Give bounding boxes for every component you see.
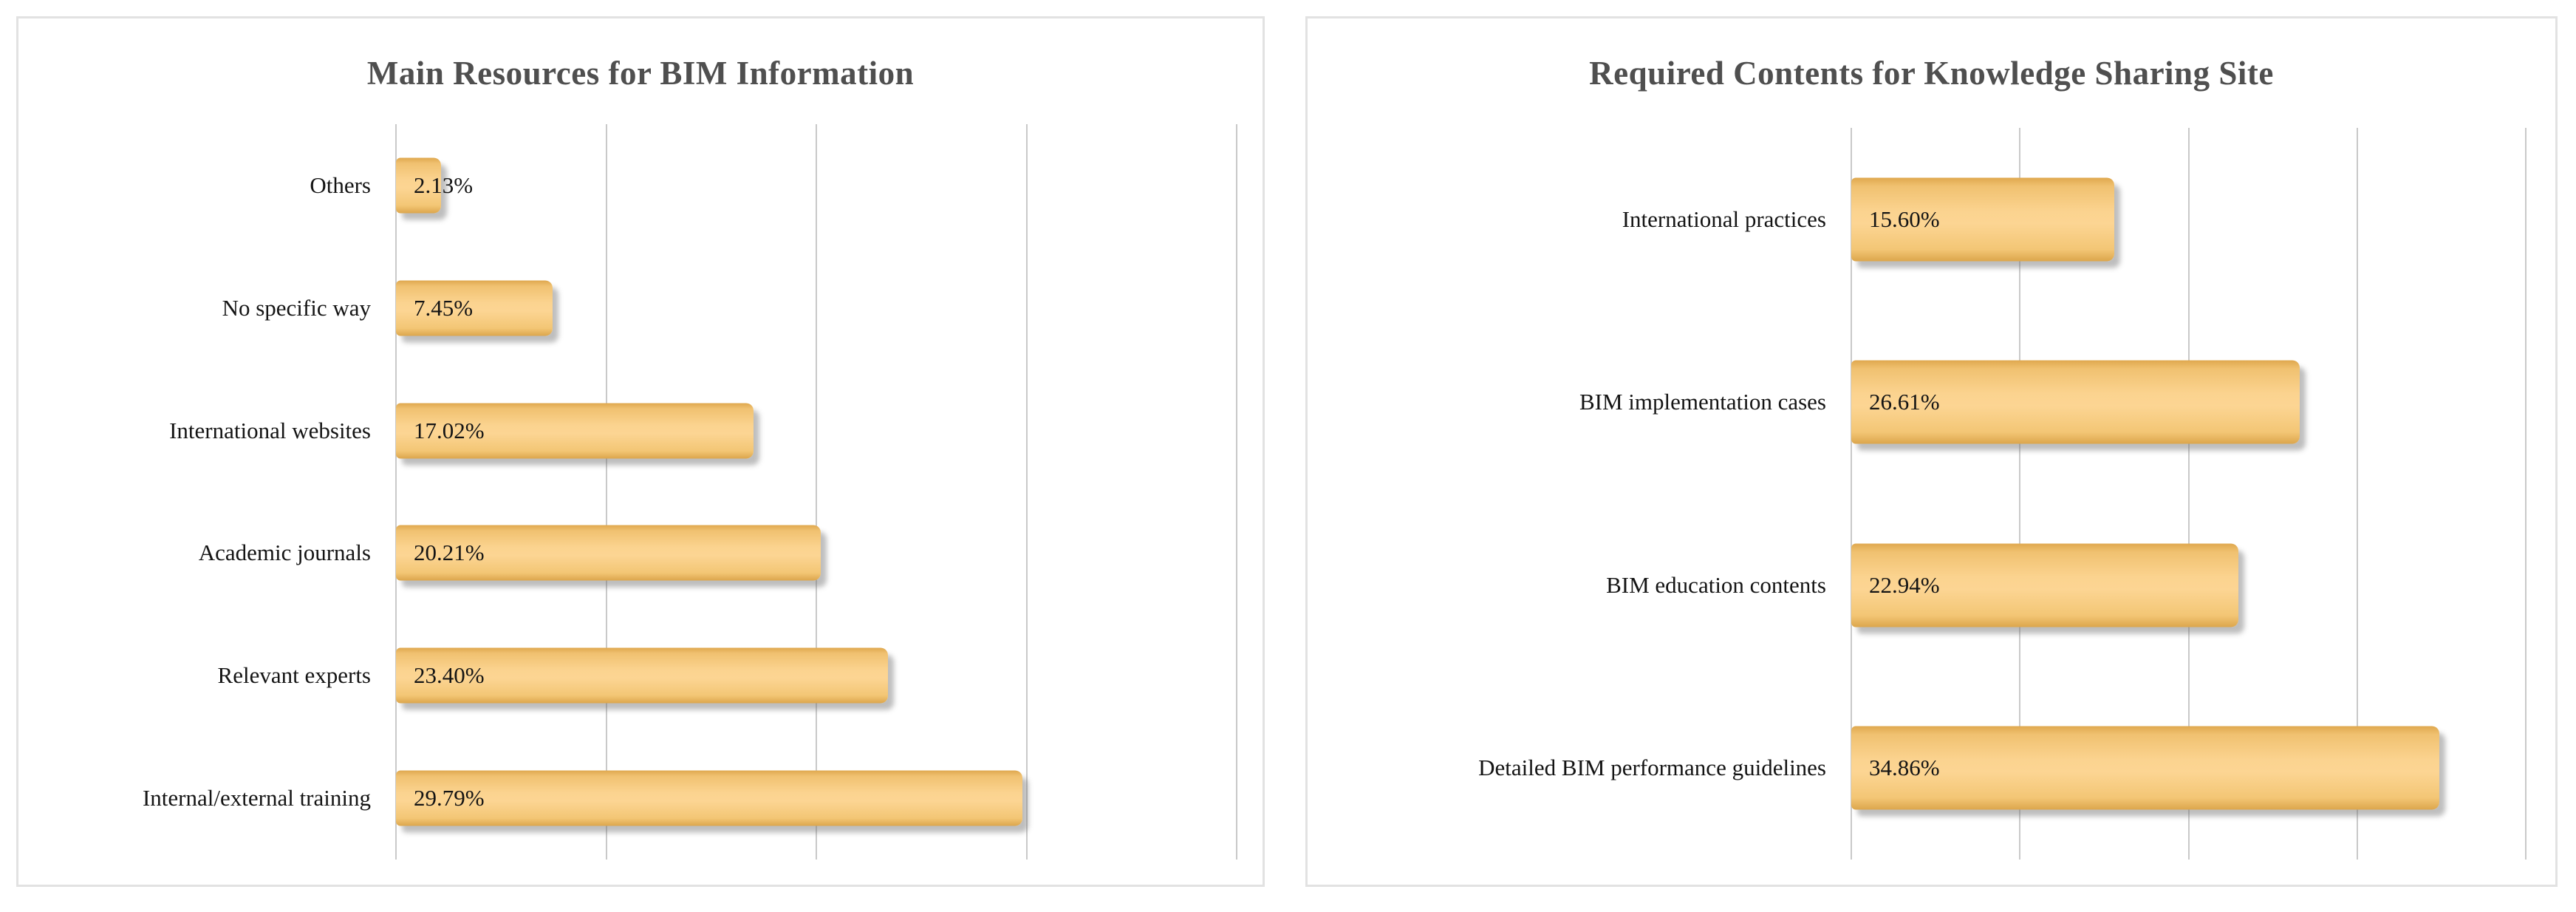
chart-row: International practices 15.60% <box>1622 128 2526 311</box>
category-label: BIM education contents <box>1606 571 1826 598</box>
bar <box>396 280 553 336</box>
chart-row: International websites 17.02% <box>169 370 1237 492</box>
plot-area: International practices 15.60% BIM impleme… <box>1478 128 2527 860</box>
gridline <box>2187 128 2190 860</box>
gridline <box>605 124 607 860</box>
chart-row: Relevant experts 23.40% <box>218 614 1237 737</box>
category-label: International websites <box>169 417 371 443</box>
bar <box>1851 543 2238 627</box>
value-label: 34.86% <box>1869 755 1940 781</box>
value-label: 17.02% <box>414 417 485 443</box>
chart-row: Academic journals 20.21% <box>199 492 1237 615</box>
bar <box>1851 177 2115 262</box>
category-label: No specific way <box>222 294 371 321</box>
value-label: 20.21% <box>414 540 485 566</box>
category-label: Detailed BIM performance guidelines <box>1478 755 1826 781</box>
category-label: Academic journals <box>198 540 371 566</box>
category-label: Relevant experts <box>217 662 371 689</box>
bar <box>396 157 441 214</box>
value-label: 15.60% <box>1869 205 1940 232</box>
gridline <box>2525 128 2527 860</box>
chart-row: Internal/external training 29.79% <box>143 737 1237 860</box>
value-label: 23.40% <box>414 662 485 689</box>
chart-title: Required Contents for Knowledge Sharing … <box>1589 55 2274 92</box>
gridline <box>1025 124 1028 860</box>
chart-row: Detailed BIM performance guidelines 34.86… <box>1478 677 2526 860</box>
chart-panel-required-contents: Required Contents for Knowledge Sharing … <box>1305 16 2558 887</box>
bar <box>396 647 888 704</box>
value-label: 7.45% <box>414 294 474 321</box>
category-label: Others <box>310 171 371 198</box>
gridline <box>816 124 817 860</box>
value-label: 2.13% <box>414 171 474 198</box>
category-label: BIM implementation cases <box>1579 389 1826 415</box>
bar <box>396 770 1022 826</box>
gridline <box>2019 128 2021 860</box>
chart-title: Main Resources for BIM Information <box>366 55 915 92</box>
value-label: 22.94% <box>1869 571 1940 598</box>
gridline <box>1236 124 1237 860</box>
bar <box>396 525 821 581</box>
chart-row: Others 2.13% <box>310 124 1237 247</box>
value-label: 26.61% <box>1869 389 1940 415</box>
chart-row: BIM education contents 22.94% <box>1606 494 2526 677</box>
chart-row: No specific way 7.45% <box>222 247 1237 370</box>
chart-panel-main-resources: Main Resources for BIM Information Other… <box>16 16 1265 887</box>
chart-row: BIM implementation cases 26.61% <box>1579 311 2526 494</box>
category-label: Internal/external training <box>142 785 371 811</box>
bar <box>1851 726 2439 810</box>
bar <box>396 403 754 459</box>
value-label: 29.79% <box>414 785 485 811</box>
gridline <box>1851 128 1852 860</box>
category-label: International practices <box>1622 205 1826 232</box>
gridline <box>2356 128 2358 860</box>
bar <box>1851 360 2300 444</box>
gridline <box>395 124 397 860</box>
plot-area: Others 2.13% No specific way 7.45% Internati… <box>143 124 1237 860</box>
